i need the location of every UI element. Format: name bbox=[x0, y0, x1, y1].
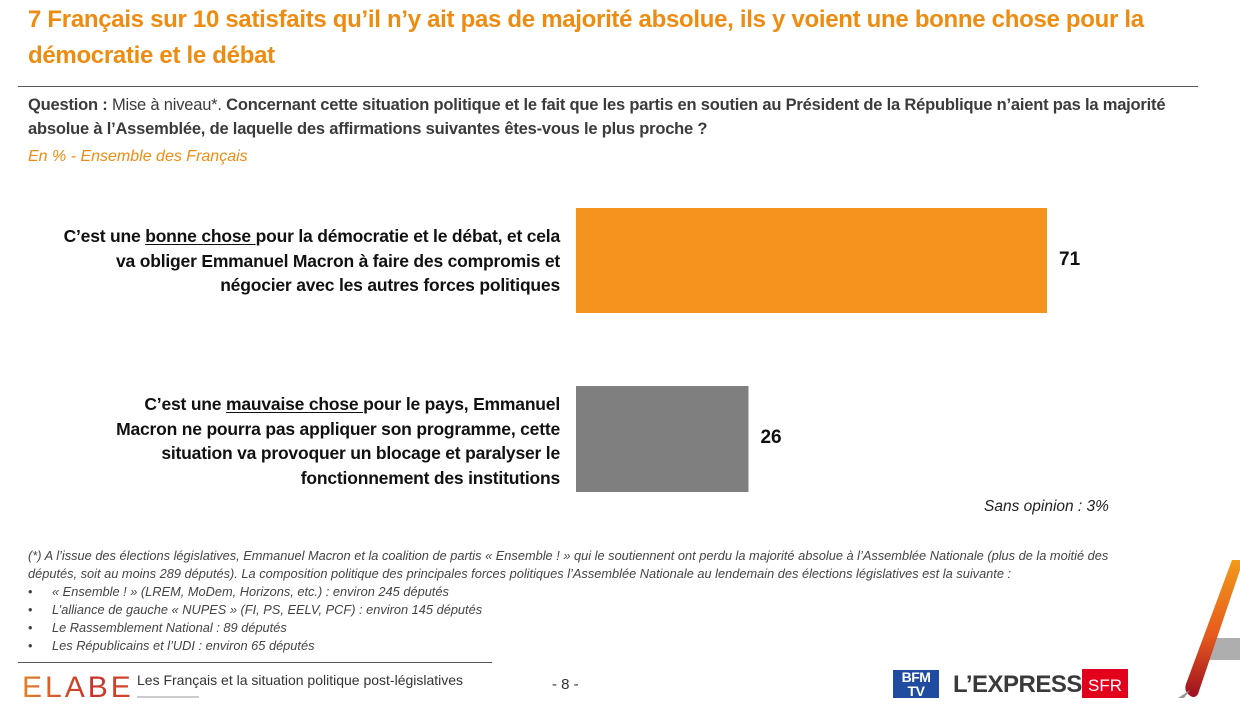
footer-study-title: Les Français et la situation politique p… bbox=[137, 672, 464, 688]
lexpress-logo: L’EXPRESS bbox=[953, 671, 1082, 698]
footnote-item-text: L’alliance de gauche « NUPES » (FI, PS, … bbox=[52, 602, 483, 617]
bar-label-bonne-chose: C’est une bonne chose pour la démocratie… bbox=[60, 224, 561, 298]
elabe-slash-decoration-icon bbox=[1178, 560, 1240, 698]
footnote-intro: (*) A l’issue des élections législatives… bbox=[28, 548, 1109, 581]
bar-value-label: 71 bbox=[1059, 248, 1081, 270]
bar-label-0-underlined: bonne chose bbox=[145, 226, 256, 246]
bar-label-1-underlined: mauvaise chose bbox=[226, 394, 364, 414]
page-number: - 8 - bbox=[552, 676, 579, 693]
bullet-icon: • bbox=[28, 638, 33, 653]
footnote-item-text: Le Rassemblement National : 89 députés bbox=[52, 620, 287, 635]
bullet-icon: • bbox=[28, 620, 33, 635]
title-divider bbox=[18, 86, 1198, 87]
footnote-item-text: « Ensemble ! » (LREM, MoDem, Horizons, e… bbox=[52, 584, 449, 599]
footnote-list: • « Ensemble ! » (LREM, MoDem, Horizons, … bbox=[28, 583, 1158, 655]
bar-label-0-post: pour la démocratie et le débat, et cela … bbox=[116, 226, 560, 295]
base-subtitle: En % - Ensemble des Français bbox=[28, 148, 248, 165]
question-body: Concernant cette situation politique et … bbox=[28, 96, 1166, 138]
footnote-item: • L’alliance de gauche « NUPES » (FI, PS,… bbox=[28, 601, 1158, 619]
sans-opinion-note: Sans opinion : 3% bbox=[984, 498, 1109, 515]
bar-label-0-pre: C’est une bbox=[63, 226, 146, 246]
footer-date-clipped bbox=[137, 693, 207, 698]
bfmtv-logo: BFM TV bbox=[893, 670, 939, 698]
bullet-icon: • bbox=[28, 602, 33, 617]
footnote-item: • « Ensemble ! » (LREM, MoDem, Horizons, … bbox=[28, 583, 1158, 601]
sfr-logo: SFR bbox=[1082, 669, 1128, 698]
bar-0 bbox=[576, 208, 1047, 313]
bar-value-label: 26 bbox=[760, 427, 782, 448]
question-prefix: Question : bbox=[28, 96, 108, 114]
question-tag: Mise à niveau*. bbox=[107, 96, 222, 114]
elabe-logo: ELABE bbox=[22, 671, 134, 704]
footer-divider bbox=[18, 662, 492, 663]
bar-label-mauvaise-chose: C’est une mauvaise chose pour le pays, E… bbox=[90, 392, 560, 490]
bar-label-1-post: pour le pays, Emmanuel Macron ne pourra … bbox=[116, 394, 560, 488]
bar-label-1-pre: C’est une bbox=[144, 394, 226, 414]
footnote-item-text: Les Républicains et l’UDI : environ 65 d… bbox=[52, 638, 315, 653]
slide-title: 7 Français sur 10 satisfaits qu’il n’y a… bbox=[28, 6, 1144, 69]
footnote-item: • Les Républicains et l’UDI : environ 65 … bbox=[28, 637, 1158, 655]
footnote-item: • Le Rassemblement National : 89 députés bbox=[28, 619, 1158, 637]
footnote: (*) A l’issue des élections législatives… bbox=[28, 547, 1158, 655]
question-text: Question : Mise à niveau*. Concernant ce… bbox=[28, 93, 1208, 141]
bar-1 bbox=[576, 386, 749, 492]
bullet-icon: • bbox=[28, 584, 33, 599]
